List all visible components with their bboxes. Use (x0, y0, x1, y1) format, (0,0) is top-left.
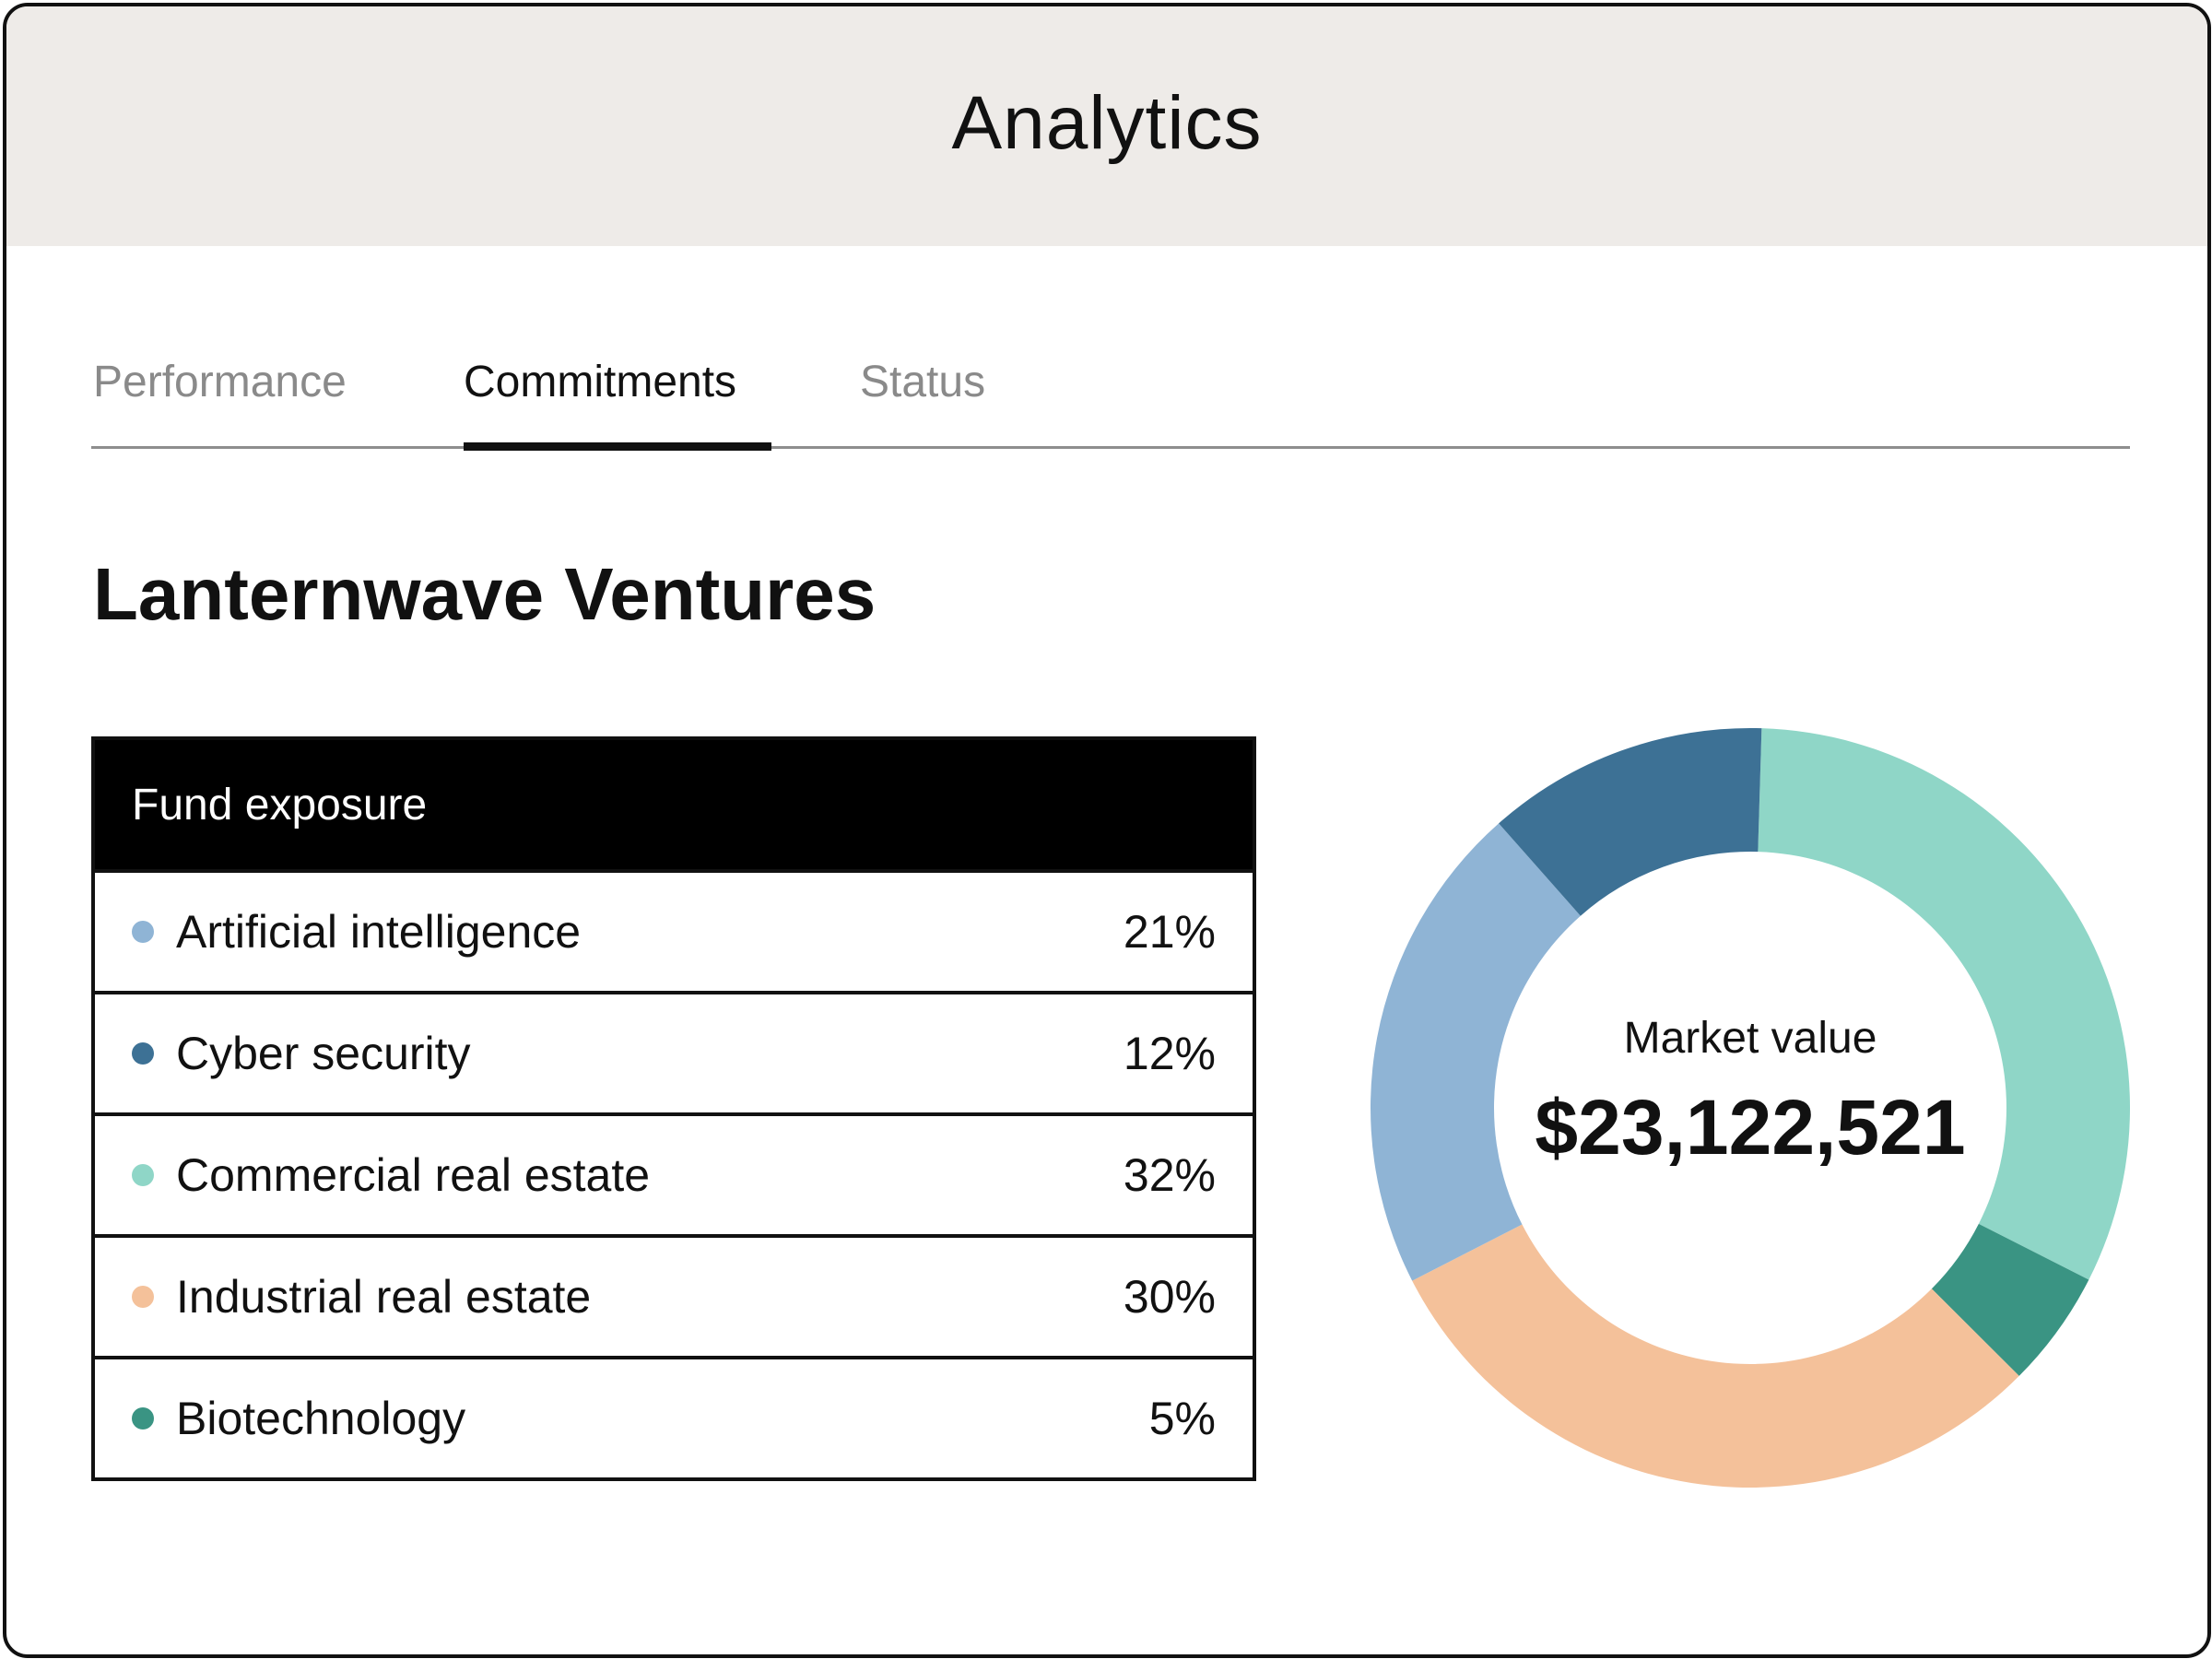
row-value: 30% (1123, 1271, 1216, 1323)
header-bar: Analytics (6, 6, 2207, 246)
tab-bar: Performance Commitments Status (91, 329, 2130, 451)
donut-center-value: $23,122,521 (1535, 1084, 1966, 1171)
legend-dot-icon (132, 1286, 154, 1308)
donut-slice-artificial-intelligence (1371, 823, 1581, 1281)
row-label: Biotechnology (176, 1393, 466, 1444)
donut-slice-commercial-real-estate (1758, 728, 2130, 1280)
donut-chart-svg (1371, 728, 2130, 1488)
tab-commitments[interactable]: Commitments (464, 358, 737, 406)
fund-exposure-table: Fund exposure Artificial intelligence 21… (91, 736, 1256, 1481)
legend-dot-icon (132, 1042, 154, 1065)
row-value: 12% (1123, 1028, 1216, 1079)
row-label: Commercial real estate (176, 1149, 651, 1201)
page-title: Analytics (951, 81, 1263, 165)
donut-slice-biotechnology (1931, 1223, 2089, 1376)
row-value: 32% (1123, 1149, 1216, 1201)
active-tab-indicator (464, 442, 771, 451)
row-value: 21% (1123, 906, 1216, 958)
fund-name-heading: Lanternwave Ventures (93, 553, 877, 635)
table-row: Cyber security 12% (95, 991, 1253, 1112)
table-row: Biotechnology 5% (95, 1356, 1253, 1477)
row-value: 5% (1148, 1393, 1216, 1444)
tab-status[interactable]: Status (860, 358, 986, 406)
app-window: Analytics Performance Commitments Status… (3, 3, 2211, 1658)
tab-divider (91, 446, 2130, 449)
donut-center-label: Market value (1623, 1014, 1877, 1063)
legend-dot-icon (132, 1407, 154, 1430)
legend-dot-icon (132, 1164, 154, 1186)
legend-dot-icon (132, 921, 154, 943)
market-value-donut-chart: Market value $23,122,521 (1371, 725, 2130, 1490)
table-row: Commercial real estate 32% (95, 1112, 1253, 1234)
row-label: Cyber security (176, 1028, 471, 1079)
tab-performance[interactable]: Performance (93, 358, 347, 406)
donut-slice-industrial-real-estate (1412, 1224, 2019, 1488)
table-row: Industrial real estate 30% (95, 1234, 1253, 1356)
table-header: Fund exposure (95, 740, 1253, 869)
table-row: Artificial intelligence 21% (95, 869, 1253, 991)
donut-slice-cyber-security (1499, 728, 1762, 916)
row-label: Industrial real estate (176, 1271, 592, 1323)
table-header-title: Fund exposure (132, 780, 428, 830)
row-label: Artificial intelligence (176, 906, 582, 958)
